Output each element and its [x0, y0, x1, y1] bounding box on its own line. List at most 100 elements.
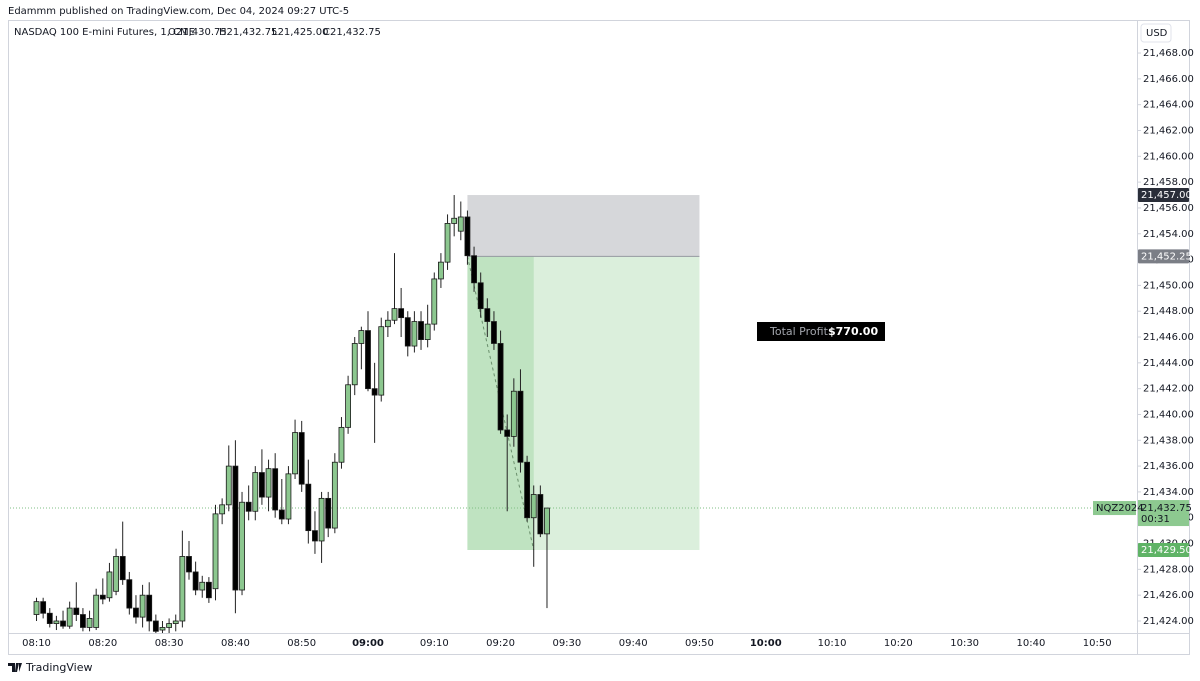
y-tick-label: 21,456.00 — [1143, 203, 1194, 214]
profit-value: $770.00 — [828, 325, 878, 338]
candle-body — [99, 594, 106, 600]
stop-zone — [467, 195, 700, 257]
countdown: 00:31 — [1141, 514, 1170, 525]
y-tick-label: 21,454.00 — [1143, 229, 1194, 240]
currency-box[interactable] — [1140, 23, 1172, 43]
candle-body — [252, 472, 259, 512]
candle-body — [517, 390, 524, 463]
x-tick-label: 10:20 — [884, 638, 913, 649]
x-tick-label: 08:30 — [155, 638, 184, 649]
candle-body — [504, 429, 511, 437]
candle-body — [305, 483, 312, 532]
candle-body — [457, 216, 464, 232]
candle-body — [259, 472, 265, 498]
candle-body — [464, 216, 471, 257]
candle-body — [391, 308, 398, 321]
candle-body — [46, 612, 53, 624]
candle-body — [378, 326, 385, 396]
x-tick-label: 09:10 — [420, 638, 449, 649]
candle-body — [331, 461, 338, 529]
y-tick-label: 21,466.00 — [1143, 74, 1194, 85]
y-tick-label: 21,458.00 — [1143, 177, 1194, 188]
candle-body — [384, 319, 391, 328]
currency: USD — [1146, 28, 1168, 39]
y-tick-label: 21,436.00 — [1143, 461, 1194, 472]
candle-body — [451, 217, 458, 224]
x-tick-label: 09:00 — [352, 638, 384, 649]
candle-body — [93, 594, 100, 628]
price-badge-label: 21,429.50 — [1141, 545, 1192, 556]
price-badge-label: 21,457.00 — [1141, 190, 1192, 201]
candle-body — [358, 330, 365, 344]
candle-body — [530, 494, 537, 519]
candle-body — [272, 468, 279, 511]
ohlc-open: O21,430.75 — [168, 27, 227, 38]
y-tick-label: 21,442.00 — [1143, 384, 1194, 395]
candle-body — [418, 321, 424, 341]
candle-body — [325, 497, 332, 529]
candle-body — [471, 255, 477, 284]
candle-body — [338, 426, 345, 463]
y-tick-label: 21,446.00 — [1143, 332, 1194, 343]
profit-box — [757, 322, 885, 341]
y-tick-label: 21,426.00 — [1143, 590, 1194, 601]
candle-body — [318, 497, 325, 542]
x-tick-label: 10:50 — [1083, 638, 1112, 649]
candle-body — [444, 223, 451, 263]
x-tick-label: 10:10 — [818, 638, 847, 649]
x-tick-label: 10:00 — [750, 638, 782, 649]
candle-body — [172, 620, 179, 624]
candle-body — [524, 461, 530, 519]
candle-body — [139, 594, 146, 618]
candle-body — [245, 501, 252, 512]
candle-body — [438, 261, 444, 280]
y-tick-label: 21,434.00 — [1143, 487, 1194, 498]
frame — [8, 20, 1190, 655]
symbol-badge-label: NQZ2024 — [1096, 503, 1144, 514]
y-tick-label: 21,450.00 — [1143, 280, 1194, 291]
candle-body — [186, 556, 192, 573]
candle-body — [86, 618, 93, 628]
candle-body — [491, 321, 497, 344]
y-tick-label: 21,428.00 — [1143, 564, 1194, 575]
candle-body — [212, 513, 219, 590]
candle-body — [40, 601, 47, 614]
candle-body — [192, 571, 199, 591]
y-tick-label: 21,460.00 — [1143, 151, 1194, 162]
x-tick-label: 08:40 — [221, 638, 250, 649]
candle-body — [166, 623, 173, 628]
y-tick-label: 21,468.00 — [1143, 48, 1194, 59]
candle-body — [278, 509, 285, 520]
axes: 21,424.0021,426.0021,428.0021,430.0021,4… — [22, 48, 1194, 649]
candle-body — [477, 282, 484, 310]
candle-body — [365, 330, 371, 390]
symbol-badge — [1093, 501, 1136, 516]
ohlc-high: H21,432.75 — [219, 27, 277, 38]
candle-body — [179, 556, 186, 622]
last-badge — [1138, 500, 1189, 527]
candle-body — [225, 465, 232, 506]
candle-body — [113, 556, 119, 592]
candle-body — [232, 465, 239, 591]
candle-body — [219, 504, 226, 515]
ohlc-low: L21,425.00 — [272, 27, 328, 38]
x-tick-label: 09:30 — [552, 638, 581, 649]
price-badge — [1138, 249, 1189, 264]
y-tick-label: 21,444.00 — [1143, 358, 1194, 369]
candle-body — [431, 278, 438, 325]
ohlc-close: C21,432.75 — [323, 27, 381, 38]
x-tick-label: 08:10 — [22, 638, 51, 649]
candle-body — [404, 317, 411, 347]
candle-body — [292, 432, 298, 475]
candle-body — [146, 594, 153, 622]
candle-body — [60, 620, 66, 627]
candle-body — [66, 607, 73, 627]
y-tick-label: 21,424.00 — [1143, 616, 1194, 627]
x-tick-label: 10:30 — [950, 638, 979, 649]
y-tick-label: 21,462.00 — [1143, 125, 1194, 136]
candle-body — [484, 308, 491, 322]
candle-body — [424, 323, 431, 341]
candle-body — [106, 571, 113, 599]
candle-body — [199, 581, 206, 591]
x-tick-label: 09:20 — [486, 638, 515, 649]
